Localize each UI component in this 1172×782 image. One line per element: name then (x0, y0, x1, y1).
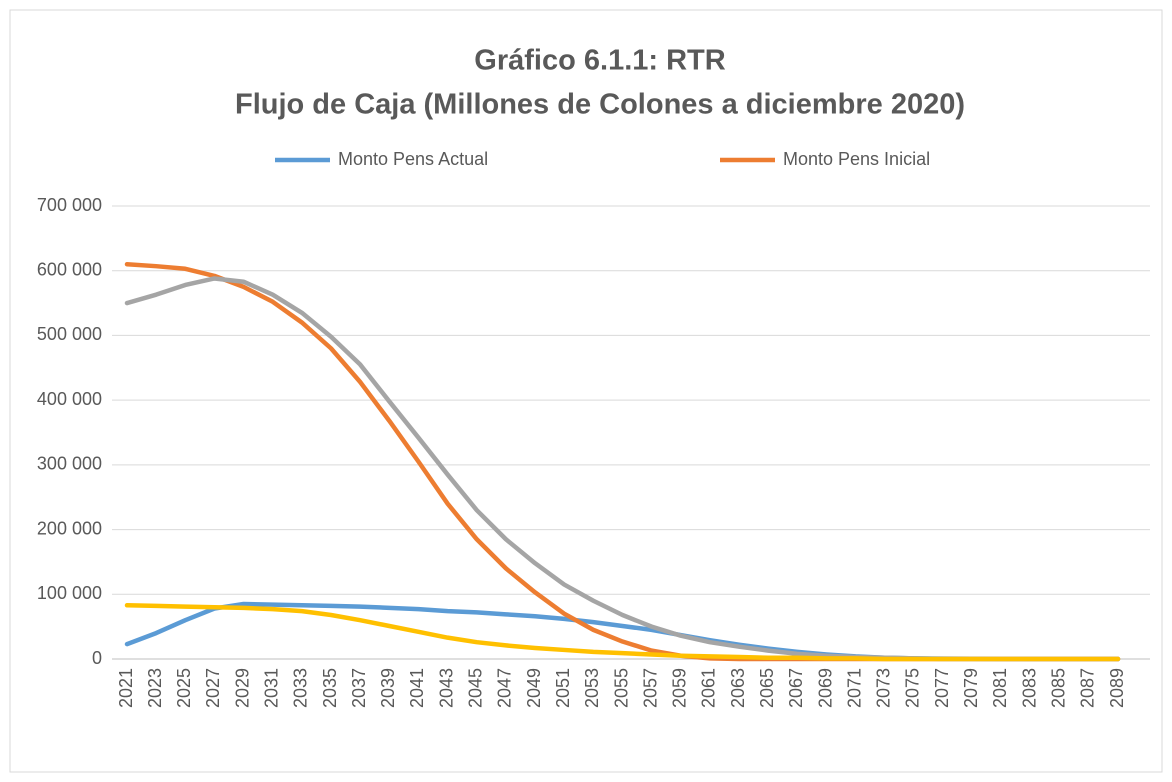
x-tick-label: 2089 (1107, 668, 1127, 708)
y-tick-label: 0 (92, 648, 102, 668)
y-tick-label: 300 000 (37, 454, 102, 474)
y-tick-label: 400 000 (37, 389, 102, 409)
x-tick-label: 2073 (874, 668, 894, 708)
x-tick-label: 2049 (524, 668, 544, 708)
x-tick-label: 2061 (699, 668, 719, 708)
x-tick-label: 2051 (553, 668, 573, 708)
x-tick-label: 2063 (728, 668, 748, 708)
x-tick-label: 2027 (203, 668, 223, 708)
x-tick-label: 2039 (378, 668, 398, 708)
x-tick-label: 2047 (495, 668, 515, 708)
x-tick-label: 2029 (232, 668, 252, 708)
x-tick-label: 2037 (349, 668, 369, 708)
x-tick-label: 2031 (261, 668, 281, 708)
x-tick-label: 2075 (903, 668, 923, 708)
x-tick-label: 2053 (582, 668, 602, 708)
series-line (124, 603, 1121, 662)
x-tick-label: 2035 (320, 668, 340, 708)
x-tick-label: 2065 (757, 668, 777, 708)
x-tick-label: 2025 (174, 668, 194, 708)
legend-label: Monto Pens Inicial (783, 149, 930, 169)
x-tick-label: 2057 (640, 668, 660, 708)
x-tick-label: 2021 (116, 668, 136, 708)
chart-frame (9, 9, 1163, 773)
x-tick-label: 2023 (145, 668, 165, 708)
x-tick-label: 2085 (1048, 668, 1068, 708)
x-tick-label: 2077 (932, 668, 952, 708)
y-tick-label: 700 000 (37, 195, 102, 215)
x-tick-label: 2033 (291, 668, 311, 708)
x-tick-label: 2043 (436, 668, 456, 708)
x-tick-label: 2071 (844, 668, 864, 708)
x-tick-label: 2045 (466, 668, 486, 708)
x-tick-label: 2069 (815, 668, 835, 708)
x-tick-label: 2081 (990, 668, 1010, 708)
x-tick-label: 2087 (1078, 668, 1098, 708)
x-tick-label: 2041 (407, 668, 427, 708)
chart-subtitle: Flujo de Caja (Millones de Colones a dic… (235, 89, 965, 121)
y-tick-label: 500 000 (37, 324, 102, 344)
legend-label: Monto Pens Actual (338, 149, 488, 169)
x-tick-label: 2067 (786, 668, 806, 708)
x-tick-label: 2079 (961, 668, 981, 708)
chart-title: Gráfico 6.1.1: RTR (474, 45, 725, 77)
y-tick-label: 200 000 (37, 518, 102, 538)
x-tick-label: 2059 (670, 668, 690, 708)
x-tick-label: 2083 (1019, 668, 1039, 708)
y-tick-label: 100 000 (37, 583, 102, 603)
y-tick-label: 600 000 (37, 259, 102, 279)
x-tick-label: 2055 (611, 668, 631, 708)
